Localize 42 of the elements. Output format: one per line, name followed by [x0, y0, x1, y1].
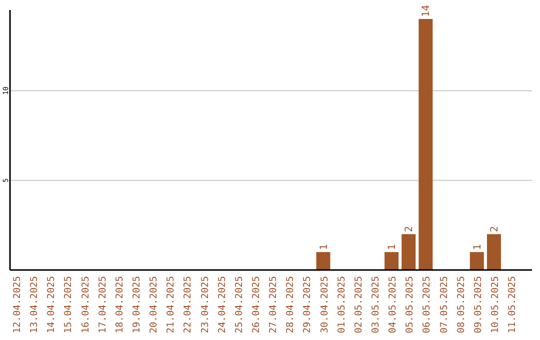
x-tick-label: 04.05.2025	[388, 276, 399, 334]
x-tick-label: 28.04.2025	[285, 276, 296, 334]
x-tick-label: 29.04.2025	[302, 276, 314, 334]
x-tick-label: 08.05.2025	[456, 276, 467, 334]
x-tick-label: 20.04.2025	[148, 276, 160, 334]
x-tick-label: 24.04.2025	[216, 276, 228, 334]
x-tick-label: 11.05.2025	[507, 276, 518, 334]
x-tick-label: 09.05.2025	[472, 276, 484, 334]
x-tick-label: 23.04.2025	[200, 276, 211, 334]
x-tick-label: 10.05.2025	[490, 276, 501, 334]
data-label: 14	[421, 4, 432, 17]
bar	[384, 252, 399, 270]
bar	[418, 18, 433, 270]
x-tick-label: 05.05.2025	[404, 276, 416, 334]
data-label: 1	[387, 244, 398, 250]
data-label: 1	[318, 244, 330, 250]
x-tick-label: 14.04.2025	[46, 276, 58, 334]
bar	[316, 252, 330, 270]
x-tick-label: 03.05.2025	[370, 276, 382, 334]
data-label: 2	[489, 226, 500, 232]
x-tick-label: 17.04.2025	[97, 276, 108, 334]
x-tick-label: 02.05.2025	[353, 276, 364, 334]
x-tick-label: 22.04.2025	[182, 276, 194, 334]
bar	[402, 234, 416, 270]
data-label: 2	[404, 226, 416, 232]
bar	[486, 234, 501, 270]
x-tick-label: 25.04.2025	[234, 276, 245, 334]
x-tick-label: 21.04.2025	[166, 276, 177, 334]
x-tick-label: 16.04.2025	[80, 276, 92, 334]
x-tick-label: 01.05.2025	[336, 276, 348, 334]
x-tick-label: 27.04.2025	[268, 276, 280, 334]
x-tick-label: 15.04.2025	[63, 276, 74, 334]
x-tick-label: 26.04.2025	[250, 276, 262, 334]
x-tick-label: 06.05.2025	[422, 276, 433, 334]
x-tick-label: 30.04.2025	[319, 276, 330, 334]
x-tick-label: 13.04.2025	[29, 276, 40, 334]
data-label: 1	[472, 244, 484, 250]
x-tick-label: 12.04.2025	[12, 276, 23, 334]
x-tick-label: 18.04.2025	[114, 276, 126, 334]
x-tick-label: 19.04.2025	[131, 276, 142, 334]
x-tick-label: 07.05.2025	[438, 276, 450, 334]
bar	[470, 252, 484, 270]
